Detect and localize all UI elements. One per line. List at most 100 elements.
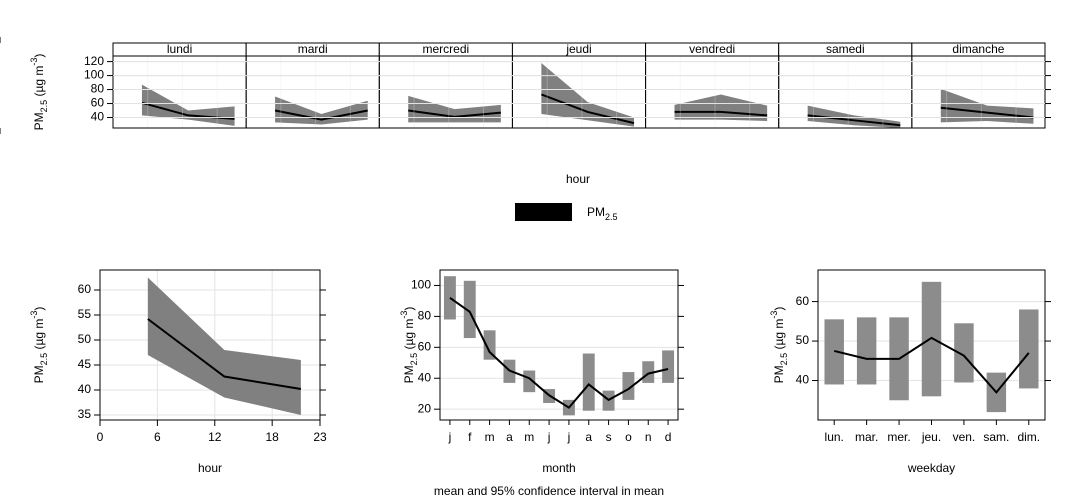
strip-label: dimanche — [952, 42, 1004, 56]
x-tick-label: s — [606, 430, 612, 444]
rich-label: PM2.5 (µg m-3) — [769, 307, 789, 384]
x-tick-label: 0 — [97, 430, 104, 444]
label-part: PM — [32, 112, 46, 130]
label-part: (µg m — [32, 319, 46, 353]
label-part: -3 — [399, 311, 409, 319]
ci-bar — [642, 361, 655, 383]
label-part: PM — [772, 365, 786, 383]
y-tick-label: 120 — [84, 54, 104, 68]
ci-bar — [856, 317, 877, 385]
x-tick-label: m — [524, 430, 534, 444]
label-part: PM — [587, 205, 605, 219]
x-axis-label: weekday — [907, 461, 955, 475]
y-tick-label: 45 — [78, 357, 92, 371]
mean-line — [449, 297, 669, 409]
strip-label: mardi — [298, 42, 328, 56]
ci-bar — [582, 353, 595, 411]
ci-bar — [954, 323, 974, 383]
label-part: ) — [772, 307, 786, 311]
mean-line — [940, 106, 1034, 119]
rich-label: PM2.5 (µg m-3) — [29, 54, 49, 131]
mean-line — [408, 109, 501, 118]
ci-band — [940, 88, 1034, 124]
y-tick-label: 50 — [796, 333, 810, 347]
label-part: ) — [32, 307, 46, 311]
x-tick-label: j — [448, 430, 452, 444]
rich-label: PM2.5 (µg m-3) — [399, 307, 419, 384]
strip-label: jeudi — [565, 42, 591, 56]
y-tick-label: 50 — [78, 332, 92, 346]
panel-frame — [817, 269, 1046, 421]
x-tick-label: o — [625, 430, 632, 444]
mean-line — [541, 93, 635, 125]
y-tick-label: 40 — [91, 110, 105, 124]
label-part: 2.5 — [409, 353, 419, 366]
mean-line — [147, 318, 302, 390]
label-part: ) — [32, 54, 46, 58]
x-tick-label: j — [567, 430, 571, 444]
label-part: -3 — [769, 311, 779, 319]
y-tick-label: 100 — [411, 278, 431, 292]
y-tick-label: 40 — [796, 373, 810, 387]
x-tick-label: f — [468, 430, 472, 444]
label-part: -3 — [29, 58, 39, 66]
x-tick-label: j — [547, 430, 551, 444]
x-tick-label: m — [485, 430, 495, 444]
rich-label: PM2.5 (µg m-3) — [29, 307, 49, 384]
x-tick-label: 23 — [313, 430, 327, 444]
x-tick-label: ven. — [953, 430, 976, 444]
x-tick-label: mer. — [887, 430, 910, 444]
ci-band — [408, 95, 501, 123]
ci-band — [141, 84, 235, 126]
x-axis-label: month — [542, 461, 575, 475]
x-tick-label: a — [585, 430, 592, 444]
label-part: PM — [32, 365, 46, 383]
strip-label: lundi — [167, 42, 192, 56]
label-part: 2.5 — [779, 353, 789, 366]
y-tick-label: 60 — [418, 339, 432, 353]
y-tick-label: 20 — [418, 401, 432, 415]
x-tick-label: lun. — [825, 430, 844, 444]
x-tick-label: d — [665, 430, 672, 444]
ci-bar — [1019, 309, 1039, 389]
legend-swatch — [515, 203, 572, 221]
y-tick-label: 40 — [418, 370, 432, 384]
ci-band — [147, 277, 301, 415]
mean-line — [674, 110, 768, 117]
label-part: (µg m — [32, 66, 46, 100]
y-tick-label: 60 — [78, 282, 92, 296]
x-tick-label: 18 — [265, 430, 279, 444]
label-part: (µg m — [772, 319, 786, 353]
ci-bar — [483, 330, 496, 360]
y-tick-label: 60 — [796, 294, 810, 308]
y-tick-label: 40 — [78, 382, 92, 396]
x-tick-label: sam. — [983, 430, 1009, 444]
y-tick-label: 80 — [418, 309, 432, 323]
y-tick-label: 55 — [78, 307, 92, 321]
label-part: 2.5 — [605, 212, 618, 222]
x-axis-label: hour — [198, 461, 222, 475]
caption: mean and 95% confidence interval in mean — [434, 484, 664, 498]
panel-frame — [99, 269, 321, 421]
panel-frame — [911, 55, 1046, 129]
x-tick-label: n — [645, 430, 652, 444]
x-tick-label: mar. — [855, 430, 878, 444]
ci-bar — [662, 350, 675, 383]
strip-label: vendredi — [689, 42, 735, 56]
x-tick-label: 6 — [154, 430, 161, 444]
label-part: -3 — [29, 311, 39, 319]
x-tick-label: dim. — [1017, 430, 1040, 444]
label-part: 2.5 — [39, 100, 49, 113]
x-tick-label: a — [506, 430, 513, 444]
label-part: (µg m — [402, 319, 416, 353]
mean-line — [274, 109, 368, 121]
x-tick-label: 12 — [208, 430, 222, 444]
ci-band — [541, 62, 634, 127]
strip-label: samedi — [826, 42, 865, 56]
y-tick-label: 60 — [91, 96, 105, 110]
label-part: PM — [402, 365, 416, 383]
ci-bar — [622, 372, 635, 400]
panel-frame — [439, 269, 679, 421]
